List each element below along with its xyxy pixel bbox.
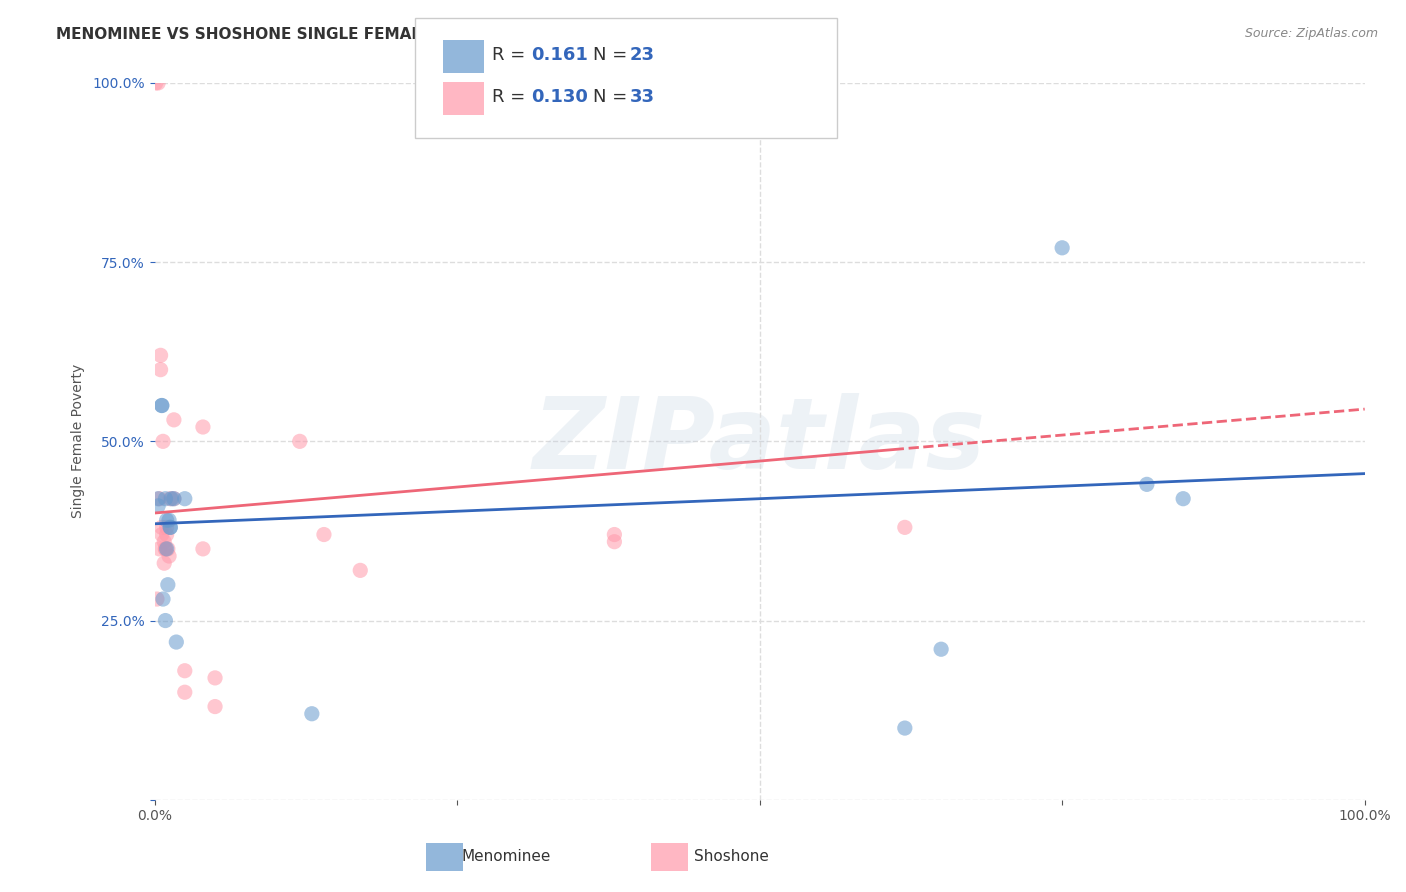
Text: N =: N = <box>593 46 633 64</box>
Point <box>149 362 172 376</box>
Text: 0.130: 0.130 <box>531 88 588 106</box>
Point <box>191 420 214 434</box>
Point <box>163 491 186 506</box>
Point <box>152 592 174 607</box>
Point <box>152 434 174 449</box>
Text: Shoshone: Shoshone <box>693 849 769 863</box>
Point <box>191 541 214 556</box>
Point <box>156 541 179 556</box>
Point <box>1173 491 1195 506</box>
Point <box>163 491 186 506</box>
Point <box>146 491 169 506</box>
Text: Source: ZipAtlas.com: Source: ZipAtlas.com <box>1244 27 1378 40</box>
Point <box>155 541 177 556</box>
Point <box>150 520 173 534</box>
Point <box>301 706 323 721</box>
Point <box>204 699 226 714</box>
Point <box>1050 241 1073 255</box>
Point <box>894 721 917 735</box>
Point <box>288 434 311 449</box>
Point <box>155 614 177 628</box>
Point <box>312 527 335 541</box>
Point <box>160 491 183 506</box>
Text: R =: R = <box>492 88 531 106</box>
Point <box>150 399 173 413</box>
Text: 23: 23 <box>630 46 655 64</box>
Point <box>163 413 186 427</box>
Point <box>204 671 226 685</box>
Point <box>153 556 176 570</box>
Point <box>165 635 187 649</box>
Point <box>150 399 173 413</box>
Point <box>603 534 626 549</box>
Point <box>156 520 179 534</box>
Point <box>156 578 179 592</box>
Point <box>159 520 181 534</box>
Point <box>173 685 195 699</box>
Point <box>173 664 195 678</box>
Point <box>603 527 626 541</box>
Point <box>1136 477 1159 491</box>
Point <box>157 513 180 527</box>
Text: 0.161: 0.161 <box>531 46 588 64</box>
Point <box>149 348 172 362</box>
Point <box>146 499 169 513</box>
Point <box>155 491 177 506</box>
Point <box>155 541 177 556</box>
Point <box>156 513 179 527</box>
Point <box>146 592 169 607</box>
Text: R =: R = <box>492 46 531 64</box>
Text: ZIPatlas: ZIPatlas <box>533 392 986 490</box>
Point <box>157 549 180 563</box>
Point <box>156 527 179 541</box>
Text: N =: N = <box>593 88 633 106</box>
Point <box>349 563 371 577</box>
Y-axis label: Single Female Poverty: Single Female Poverty <box>72 364 86 518</box>
Text: Menominee: Menominee <box>461 849 551 863</box>
Text: 33: 33 <box>630 88 655 106</box>
Point <box>150 527 173 541</box>
Point <box>146 76 169 90</box>
Point <box>929 642 952 657</box>
Point <box>156 541 179 556</box>
Point <box>159 491 181 506</box>
Text: MENOMINEE VS SHOSHONE SINGLE FEMALE POVERTY CORRELATION CHART: MENOMINEE VS SHOSHONE SINGLE FEMALE POVE… <box>56 27 703 42</box>
Point <box>148 541 170 556</box>
Point <box>148 491 170 506</box>
Point <box>173 491 195 506</box>
Point <box>894 520 917 534</box>
Point <box>159 520 181 534</box>
Point <box>145 76 167 90</box>
Point <box>153 534 176 549</box>
